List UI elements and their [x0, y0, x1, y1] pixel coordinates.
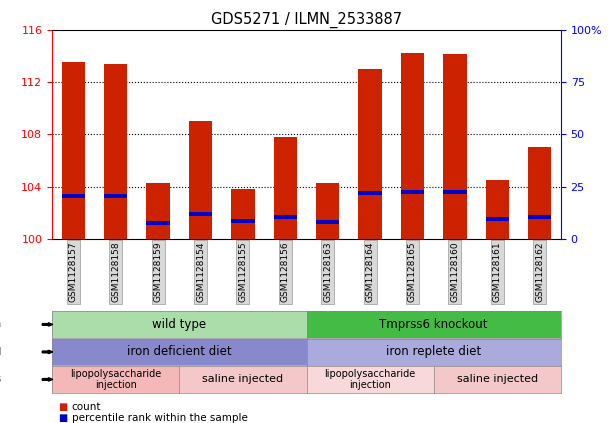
Text: saline injected: saline injected [457, 374, 538, 385]
Text: Tmprss6 knockout: Tmprss6 knockout [379, 318, 488, 331]
Title: GDS5271 / ILMN_2533887: GDS5271 / ILMN_2533887 [211, 12, 402, 28]
Bar [273, 137, 297, 239]
Text: iron replete diet: iron replete diet [386, 346, 481, 358]
Bar [104, 63, 128, 239]
Text: wild type: wild type [152, 318, 207, 331]
Bar [316, 220, 340, 224]
Bar [443, 55, 466, 239]
Bar [316, 183, 340, 239]
Bar [189, 212, 212, 216]
Bar [401, 190, 424, 194]
Text: lipopolysaccharide
injection: lipopolysaccharide injection [324, 368, 416, 390]
Bar [485, 217, 509, 222]
Text: iron deficient diet: iron deficient diet [127, 346, 232, 358]
Bar [359, 69, 382, 239]
Bar [359, 191, 382, 195]
Bar [147, 183, 170, 239]
Text: genotype/variation: genotype/variation [0, 319, 2, 330]
Text: saline injected: saline injected [202, 374, 283, 385]
Bar [443, 190, 466, 194]
Text: percentile rank within the sample: percentile rank within the sample [72, 413, 248, 423]
Bar [273, 214, 297, 219]
Bar [528, 214, 551, 219]
Bar [62, 194, 85, 198]
Text: ■: ■ [58, 413, 67, 423]
Bar [231, 219, 254, 223]
Text: lipopolysaccharide
injection: lipopolysaccharide injection [70, 368, 161, 390]
Bar [231, 189, 254, 239]
Text: growth protocol: growth protocol [0, 347, 2, 357]
Bar [189, 121, 212, 239]
Bar [104, 194, 128, 198]
Bar [528, 147, 551, 239]
Bar [401, 53, 424, 239]
Bar [485, 180, 509, 239]
Bar [62, 62, 85, 239]
Text: stress: stress [0, 374, 2, 385]
Text: ■: ■ [58, 402, 67, 412]
Text: count: count [72, 402, 101, 412]
Bar [147, 221, 170, 225]
